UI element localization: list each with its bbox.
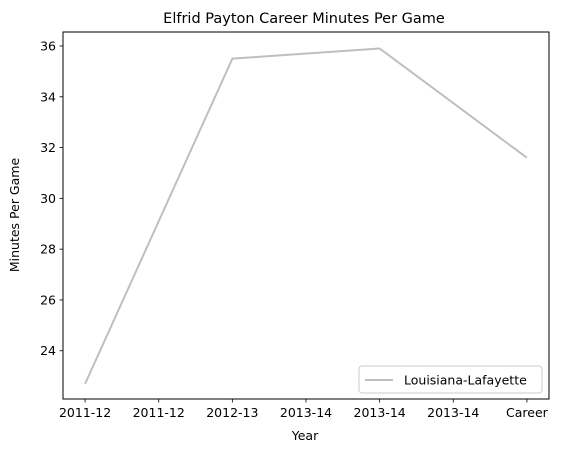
x-tick-label: 2011-12	[133, 405, 185, 420]
y-tick-label: 32	[40, 140, 56, 155]
x-tick-label: 2012-13	[206, 405, 258, 420]
legend-label-louisiana-lafayette: Louisiana-Lafayette	[404, 373, 527, 388]
plot-area	[63, 32, 549, 399]
y-axis-title: Minutes Per Game	[7, 158, 22, 273]
x-tick-label: 2013-14	[354, 405, 406, 420]
x-tick-label: 2013-14	[280, 405, 332, 420]
legend-box	[358, 365, 543, 394]
y-tick-label: 36	[40, 38, 56, 53]
x-tick-label: 2013-14	[427, 405, 479, 420]
chart-title: Elfrid Payton Career Minutes Per Game	[163, 11, 445, 27]
x-tick-label: Career	[506, 405, 549, 420]
x-axis-ticks: 2011-12 2011-12 2012-13 2013-14 2013-14 2013-…	[59, 399, 549, 420]
series-layer	[84, 47, 528, 385]
plot-frame	[62, 31, 550, 400]
y-tick-label: 26	[40, 292, 56, 307]
y-tick-label: 28	[40, 242, 56, 257]
y-tick-label: 24	[40, 343, 56, 358]
y-tick-label: 30	[40, 191, 56, 206]
y-tick-label: 34	[40, 89, 56, 104]
legend: Louisiana-Lafayette	[358, 365, 543, 394]
series-line-louisiana-lafayette	[84, 47, 528, 385]
y-axis-ticks: 24 26 28 30 32 34 36	[40, 38, 63, 358]
x-tick-label: 2011-12	[59, 405, 111, 420]
x-axis-title: Year	[291, 428, 319, 443]
